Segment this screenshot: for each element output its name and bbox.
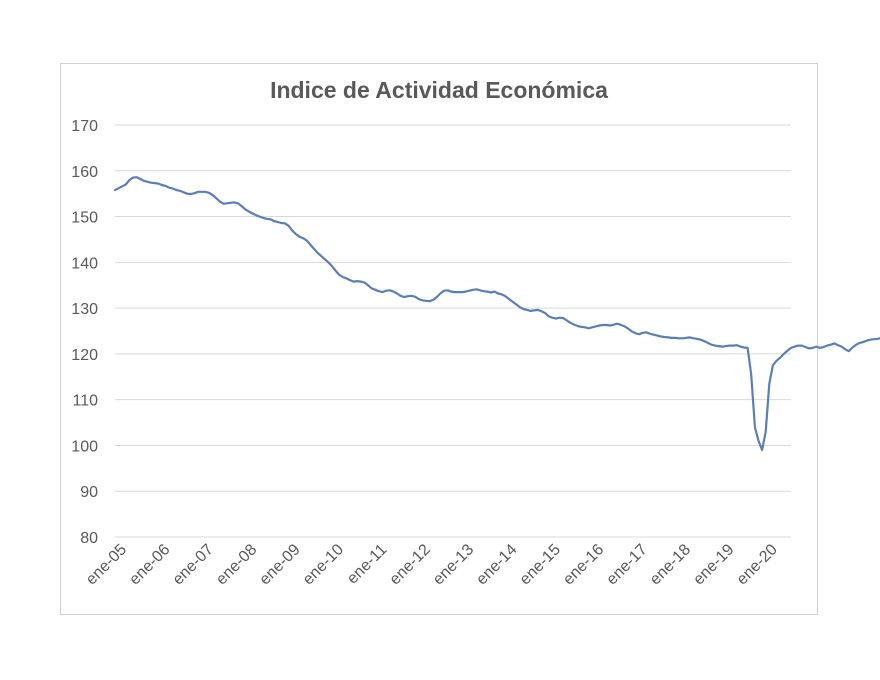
y-tick-label: 90	[80, 484, 98, 501]
x-tick-label: ene-14	[473, 541, 520, 588]
x-tick-label: ene-09	[256, 541, 303, 588]
chart-title: Indice de Actividad Económica	[270, 77, 608, 103]
gridlines	[115, 124, 791, 538]
x-tick-label: ene-06	[126, 541, 173, 588]
x-tick-label: ene-17	[603, 541, 650, 588]
x-tick-label: ene-19	[690, 541, 737, 588]
y-tick-label: 100	[71, 438, 98, 455]
y-tick-label: 80	[80, 530, 98, 547]
x-tick-label: ene-13	[430, 541, 477, 588]
x-tick-label: ene-11	[344, 541, 390, 587]
y-axis-tick-labels: 80 90 100 110 120 130 140 150 160 170	[71, 118, 98, 547]
y-tick-label: 160	[71, 164, 98, 181]
y-tick-label: 120	[71, 347, 98, 364]
y-tick-label: 140	[71, 255, 98, 272]
x-tick-label: ene-10	[300, 541, 347, 588]
y-tick-label: 150	[71, 210, 98, 227]
x-tick-label: ene-16	[560, 541, 607, 588]
series-line	[113, 176, 880, 452]
x-tick-label: ene-05	[83, 541, 130, 588]
x-tick-label: ene-08	[213, 541, 260, 588]
chart-area	[60, 63, 818, 615]
y-tick-label: 130	[71, 301, 98, 318]
y-tick-label: 110	[72, 393, 98, 410]
series-layer	[113, 176, 880, 452]
x-tick-label: ene-07	[170, 541, 217, 588]
y-tick-label: 170	[71, 118, 98, 135]
x-tick-label: ene-18	[647, 541, 694, 588]
x-tick-label: ene-12	[387, 541, 434, 588]
x-tick-label: ene-20	[734, 541, 781, 588]
x-tick-label: ene-15	[517, 541, 564, 588]
x-axis-tick-labels: ene-05ene-06ene-07ene-08ene-09ene-10ene-…	[83, 541, 781, 588]
